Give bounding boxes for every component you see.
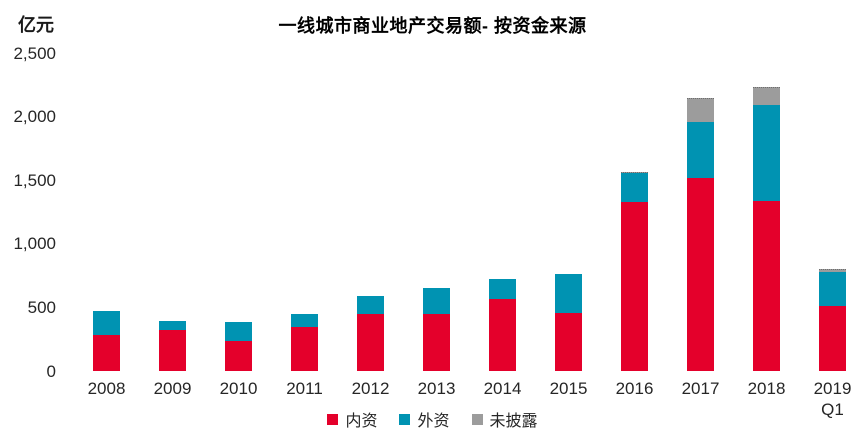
y-axis-unit-label: 亿元 xyxy=(18,15,54,35)
legend-label: 外资 xyxy=(417,413,450,430)
bar-segment-domestic xyxy=(489,298,516,371)
bar-segment-foreign xyxy=(621,173,648,203)
x-tick-label-2017: 2017 xyxy=(681,379,720,398)
x-tick-label-2011: 2011 xyxy=(286,379,323,398)
bar-segment-domestic xyxy=(291,327,318,371)
legend-item: 外资 xyxy=(399,407,450,431)
x-tick-label-2015: 2015 xyxy=(549,379,588,398)
bar-stack-2016 xyxy=(621,171,648,371)
bar-segment-foreign xyxy=(357,295,384,315)
bar-stack-2010 xyxy=(225,322,252,371)
bar-segment-domestic xyxy=(225,341,252,371)
bar-segment-foreign xyxy=(291,314,318,328)
bar-stack-2011 xyxy=(291,314,318,371)
bar-segment-foreign xyxy=(753,105,780,202)
x-tick-label-2018: 2018 xyxy=(747,379,786,398)
x-tick-label-2010: 2010 xyxy=(219,379,258,398)
bar-segment-foreign xyxy=(687,121,714,179)
bar-segment-undisclosed xyxy=(687,97,714,122)
bar-stack-2015 xyxy=(555,273,582,371)
bar-segment-undisclosed xyxy=(753,86,780,106)
bar-segment-domestic xyxy=(687,178,714,371)
bar-segment-undisclosed xyxy=(621,171,648,174)
bar-segment-domestic xyxy=(93,335,120,371)
bar-stack-2009 xyxy=(159,321,186,371)
legend-label: 未披露 xyxy=(489,413,538,430)
bar-segment-foreign xyxy=(819,272,846,307)
y-tick-label: 1,000 xyxy=(13,234,56,254)
bar-segment-foreign xyxy=(159,321,186,330)
bar-segment-foreign xyxy=(225,322,252,342)
legend-swatch-icon xyxy=(471,413,483,425)
y-tick-label: 2,000 xyxy=(13,107,56,127)
bar-stack-2008 xyxy=(93,311,120,371)
bar-segment-domestic xyxy=(423,314,450,371)
chart-legend: 内资 外资 未披露 xyxy=(0,407,865,431)
bar-stack-2012 xyxy=(357,295,384,371)
bar-segment-domestic xyxy=(159,329,186,371)
x-tick-label-2012: 2012 xyxy=(351,379,390,398)
legend-swatch-icon xyxy=(399,413,411,425)
x-tick-label-2008: 2008 xyxy=(87,379,126,398)
bar-stack-2013 xyxy=(423,287,450,371)
x-tick-label-2009: 2009 xyxy=(153,379,192,398)
chart-title: 一线城市商业地产交易额- 按资金来源 xyxy=(278,16,587,36)
x-tick-label-2013: 2013 xyxy=(417,379,456,398)
bar-stack-2017 xyxy=(687,97,714,371)
legend-item: 内资 xyxy=(327,407,377,431)
bar-segment-domestic xyxy=(357,314,384,371)
bar-segment-foreign xyxy=(423,287,450,315)
bar-segment-foreign xyxy=(489,279,516,299)
bar-segment-domestic xyxy=(753,201,780,371)
y-tick-label: 1,500 xyxy=(13,170,56,190)
bar-stack-2018 xyxy=(753,86,780,371)
bar-segment-domestic xyxy=(819,306,846,371)
y-tick-label: 2,500 xyxy=(13,43,56,63)
x-tick-label-2016: 2016 xyxy=(615,379,654,398)
y-tick-label: 500 xyxy=(27,297,56,317)
legend-label: 内资 xyxy=(345,413,378,430)
legend-swatch-icon xyxy=(327,413,339,425)
bar-stack-2019-Q1 xyxy=(819,268,846,371)
x-tick-label-2019-Q1: 2019 Q1 xyxy=(813,379,852,419)
bar-segment-domestic xyxy=(555,313,582,371)
bar-segment-foreign xyxy=(93,311,120,336)
x-tick-label-2014: 2014 xyxy=(483,379,522,398)
bar-segment-undisclosed xyxy=(819,268,846,273)
y-tick-label: 0 xyxy=(46,361,56,381)
bar-segment-foreign xyxy=(555,273,582,314)
bar-stack-2014 xyxy=(489,279,516,371)
legend-item: 未披露 xyxy=(471,407,538,431)
bar-segment-domestic xyxy=(621,202,648,371)
